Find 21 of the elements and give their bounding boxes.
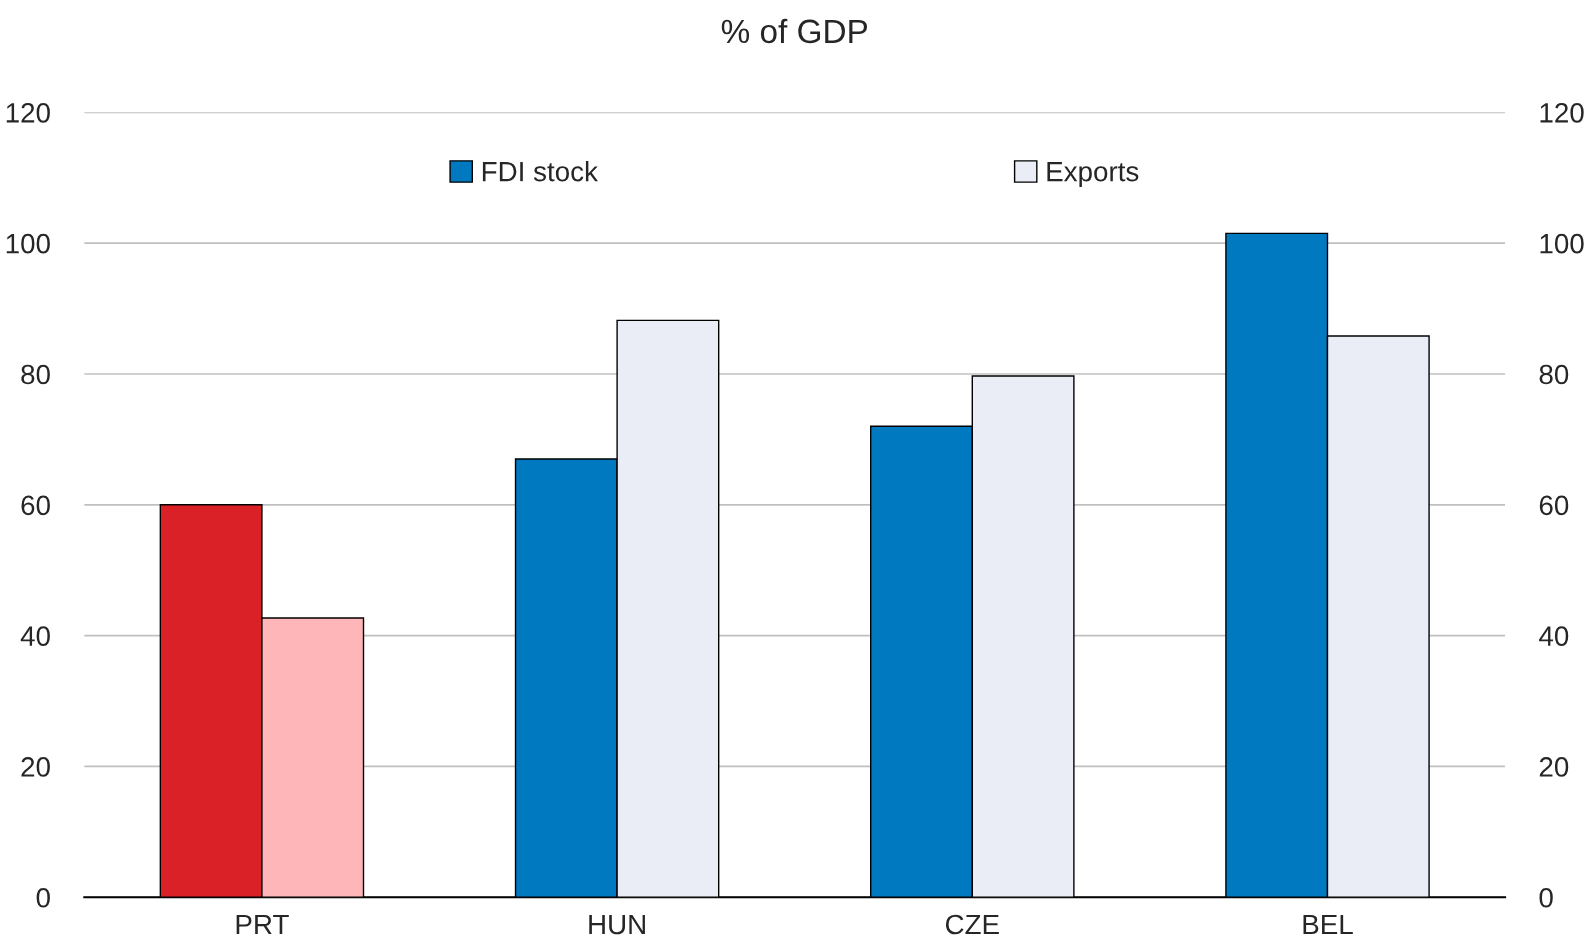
chart-title: % of GDP [721, 18, 868, 44]
y-tick-label: 60 [21, 495, 50, 516]
y-tick-label: 120 [6, 103, 50, 123]
x-tick-label: PRT [236, 914, 289, 935]
legend-label: FDI stock [482, 161, 598, 182]
y-tick-label: 0 [36, 887, 50, 908]
y-tick-label: 100 [6, 233, 50, 254]
x-tick-label: CZE [945, 914, 999, 935]
y2-tick-label: 40 [1539, 626, 1569, 646]
y2-tick-label: 120 [1540, 103, 1584, 123]
y-tick-label: 20 [21, 757, 50, 777]
y-tick-label: 80 [21, 364, 50, 385]
y2-tick-label: 20 [1539, 757, 1569, 777]
x-tick-label: BEL [1303, 914, 1353, 935]
legend-label: Exports [1047, 162, 1139, 187]
x-tick-label: HUN [589, 914, 645, 935]
y-tick-label: 40 [20, 626, 50, 646]
y2-tick-label: 80 [1539, 364, 1569, 385]
y2-tick-label: 60 [1539, 495, 1569, 516]
y2-tick-label: 100 [1540, 233, 1584, 254]
y2-tick-label: 0 [1539, 887, 1553, 908]
